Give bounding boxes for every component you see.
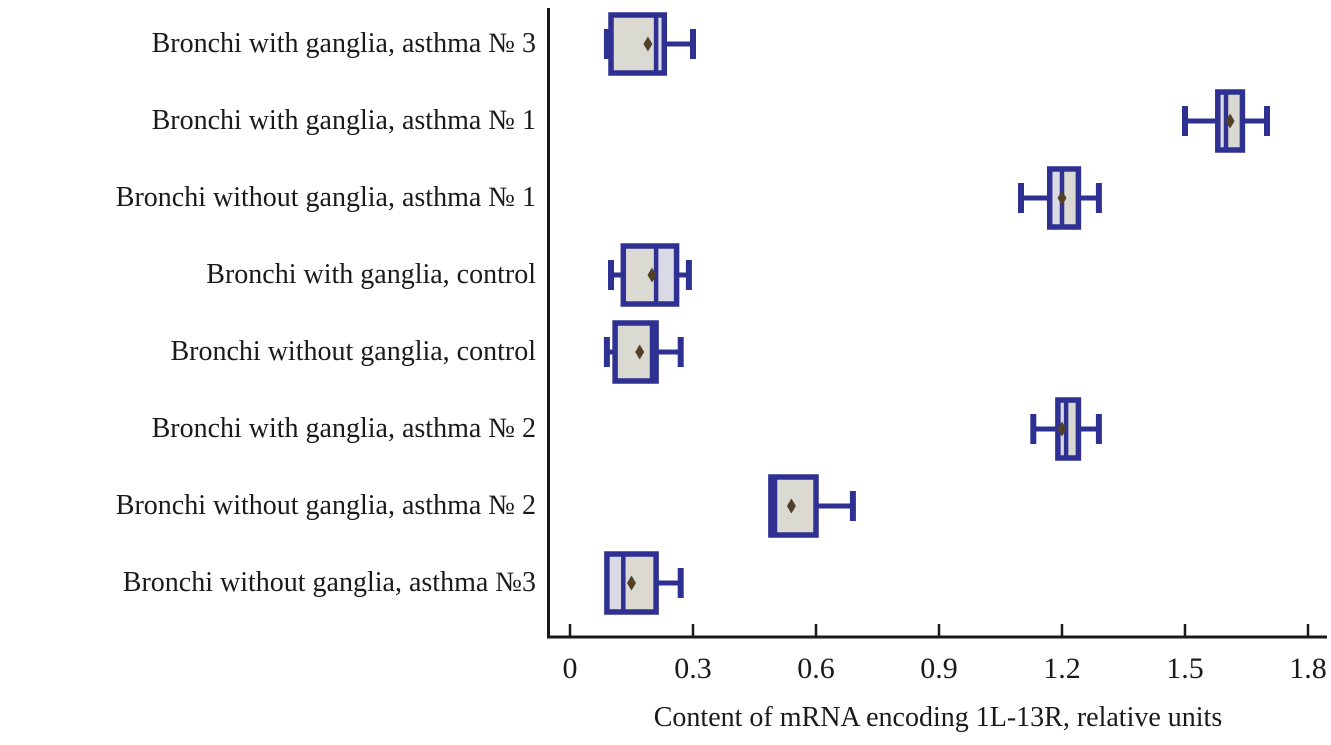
mean-marker: [647, 267, 657, 283]
category-label-1: Bronchi with ganglia, asthma № 3: [151, 28, 536, 59]
box-row-3: [1018, 166, 1102, 230]
category-label-7: Bronchi without ganglia, asthma № 2: [115, 490, 536, 521]
box-row-8: [604, 551, 684, 615]
category-label-8: Bronchi without ganglia, asthma №3: [122, 567, 536, 598]
x-tick-label-0-9: 0.9: [920, 652, 958, 685]
box-border: [604, 551, 659, 615]
box-border: [768, 474, 819, 538]
box-light-band: [656, 15, 665, 73]
box-border: [620, 243, 680, 307]
mean-marker: [635, 344, 645, 360]
category-label-2: Bronchi with ganglia, asthma № 1: [151, 105, 536, 136]
x-tick-label-1-2: 1.2: [1043, 652, 1081, 685]
mean-marker: [627, 575, 636, 591]
box-border: [608, 12, 668, 76]
mean-marker: [1057, 190, 1067, 206]
box-light-band: [656, 246, 677, 304]
box-row-4: [608, 243, 692, 307]
x-tick-label-1-5: 1.5: [1166, 652, 1204, 685]
box-row-2: [1182, 89, 1270, 153]
x-tick-label-1-8: 1.8: [1289, 652, 1327, 685]
box-border: [1046, 166, 1082, 230]
box-row-1: [603, 12, 696, 76]
x-tick-label-0-3: 0.3: [674, 652, 712, 685]
box-light-band: [1217, 92, 1226, 150]
x-tick-label-0-6: 0.6: [797, 652, 835, 685]
category-label-4: Bronchi with ganglia, control: [206, 259, 536, 290]
box-row-5: [603, 320, 684, 384]
mean-marker: [1225, 113, 1235, 129]
category-label-3: Bronchi without ganglia, asthma № 1: [115, 182, 536, 213]
mean-marker: [1057, 421, 1067, 437]
category-label-5: Bronchi without ganglia, control: [170, 336, 537, 367]
box-row-7: [768, 474, 856, 538]
mean-marker: [643, 36, 653, 52]
category-label-6: Bronchi with ganglia, asthma № 2: [151, 413, 536, 444]
box-row-6: [1030, 397, 1102, 461]
x-tick-label-0: 0: [562, 652, 578, 685]
x-axis-title: Content of mRNA encoding 1L-13R, relativ…: [653, 702, 1223, 733]
box-border: [1215, 89, 1246, 153]
box-border: [612, 320, 659, 384]
mean-marker: [786, 498, 796, 514]
box-light-band: [606, 554, 624, 612]
box-light-band: [1049, 169, 1062, 227]
